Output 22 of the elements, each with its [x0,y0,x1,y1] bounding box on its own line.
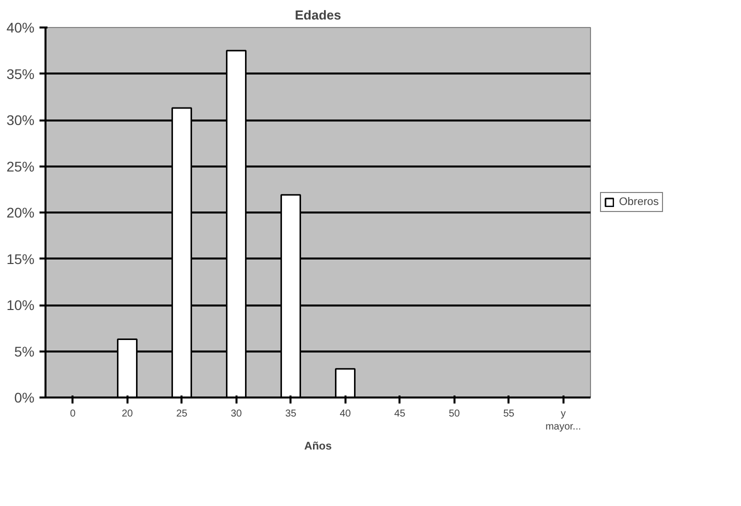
chart-title: Edades [294,8,342,22]
y-tick-label: 25% [6,158,35,174]
legend-label: Obreros [619,196,659,208]
x-tick-label: 0 [70,408,76,420]
y-tick-label: 10% [6,297,35,313]
x-tick-label: 45 [394,408,406,420]
x-tick-label: 55 [503,408,515,420]
x-tick-label: 25 [176,408,188,420]
y-tick-label: 35% [6,66,35,82]
y-tick-label: 5% [14,343,34,360]
x-tick-label: 50 [448,408,460,420]
x-tick-label: 40 [340,408,352,420]
x-tick-label: y mayor... [545,408,582,433]
x-axis-title: Años [304,440,332,453]
x-tick-label: 30 [230,408,242,420]
y-tick-label: 30% [6,112,35,128]
x-tick-label: 35 [285,408,297,420]
x-tick-label: 20 [122,408,134,420]
y-tick-label: 15% [6,250,35,267]
y-tick-label: 40% [6,20,35,36]
y-tick-label: 20% [6,204,35,220]
y-tick-label: 0% [14,390,34,406]
